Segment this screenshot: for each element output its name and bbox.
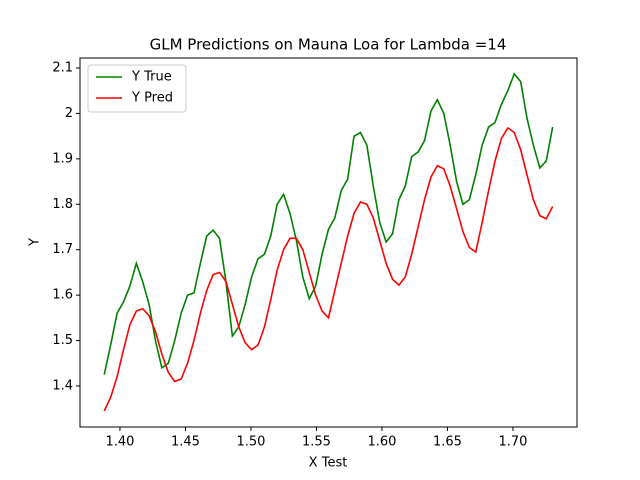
y-axis-label: Y xyxy=(28,238,43,247)
series-line xyxy=(103,126,554,412)
x-tick-label: 1.70 xyxy=(498,435,527,450)
y-tick-label: 2 xyxy=(65,106,73,121)
x-tick-label: 1.45 xyxy=(171,435,200,450)
x-tick-label: 1.55 xyxy=(302,435,331,450)
x-tick-label: 1.60 xyxy=(367,435,396,450)
y-tick-label: 1.7 xyxy=(52,242,73,257)
x-tick-label: 1.40 xyxy=(105,435,134,450)
y-tick-label: 1.9 xyxy=(52,151,73,166)
plot-frame xyxy=(79,57,578,428)
y-tick-label: 1.6 xyxy=(52,288,73,303)
x-tick-label: 1.65 xyxy=(433,435,462,450)
legend-label: Y True xyxy=(131,70,172,85)
y-tick-label: 1.5 xyxy=(52,333,73,348)
y-tick-label: 2.1 xyxy=(52,60,73,75)
chart-title: GLM Predictions on Mauna Loa for Lambda … xyxy=(150,36,507,54)
series-line xyxy=(103,72,554,375)
x-axis-label: X Test xyxy=(309,456,348,471)
y-tick-label: 1.4 xyxy=(52,378,73,393)
x-tick-label: 1.50 xyxy=(236,435,265,450)
legend-label: Y Pred xyxy=(131,91,173,106)
y-tick-label: 1.8 xyxy=(52,197,73,212)
